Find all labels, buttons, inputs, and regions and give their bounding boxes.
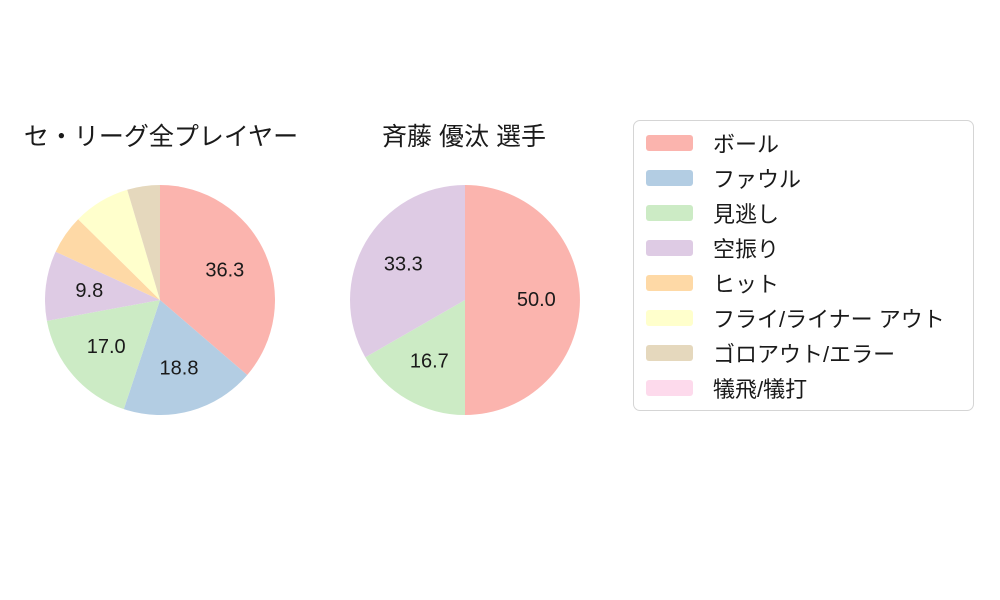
- legend-item: 犠飛/犠打: [634, 373, 973, 403]
- legend-label: ヒット: [713, 271, 780, 297]
- right-pie-title: 斉藤 優汰 選手: [382, 123, 546, 151]
- legend-item: 空振り: [634, 233, 973, 263]
- legend-label: ファウル: [713, 167, 802, 193]
- legend-label: ゴロアウト/エラー: [713, 341, 896, 367]
- legend: ボール ファウル 見逃し 空振り ヒット フライ/ライナー アウト ゴロアウト/…: [633, 120, 974, 411]
- pie-value-label: 36.3: [205, 259, 244, 281]
- pie-slice: [55, 219, 160, 300]
- legend-label: 見逃し: [713, 202, 780, 228]
- pie-slice: [78, 189, 160, 300]
- legend-swatch: [646, 205, 693, 222]
- legend-swatch: [646, 240, 693, 257]
- pie-slice: [123, 300, 248, 415]
- pie-slice: [127, 185, 160, 300]
- pie-slice: [465, 185, 580, 415]
- pie-slice: [46, 300, 160, 410]
- legend-item: ゴロアウト/エラー: [634, 338, 973, 368]
- pie-slice: [45, 251, 160, 321]
- legend-swatch: [646, 344, 693, 361]
- pie-value-label: 9.8: [75, 280, 103, 302]
- legend-swatch: [646, 309, 693, 326]
- legend-item: ファウル: [634, 163, 973, 193]
- pie-value-label: 17.0: [87, 336, 126, 358]
- legend-label: 犠飛/犠打: [713, 376, 808, 402]
- legend-swatch: [646, 170, 693, 187]
- legend-item: フライ/ライナー アウト: [634, 303, 973, 333]
- pie-value-label: 50.0: [517, 289, 556, 311]
- pie-chart-player-saito-yuta: 50.0 16.7 33.3: [350, 185, 580, 415]
- pie-chart-league-all-players: 36.3 18.8 17.0 9.8: [45, 185, 275, 415]
- legend-item: ヒット: [634, 268, 973, 298]
- pie-slice: [365, 300, 465, 415]
- pie-slice: [160, 185, 275, 375]
- legend-label: フライ/ライナー アウト: [713, 306, 945, 332]
- legend-swatch: [646, 274, 693, 291]
- legend-label: 空振り: [713, 237, 780, 263]
- left-pie-title: セ・リーグ全プレイヤー: [23, 123, 299, 151]
- legend-swatch: [646, 379, 693, 396]
- pie-value-label: 18.8: [160, 358, 199, 380]
- pie-value-label: 16.7: [410, 351, 449, 373]
- pie-slice: [350, 185, 465, 358]
- legend-item: 見逃し: [634, 198, 973, 228]
- pie-value-label: 33.3: [384, 253, 423, 275]
- legend-item: ボール: [634, 128, 973, 158]
- legend-swatch: [646, 135, 693, 152]
- legend-label: ボール: [713, 132, 780, 158]
